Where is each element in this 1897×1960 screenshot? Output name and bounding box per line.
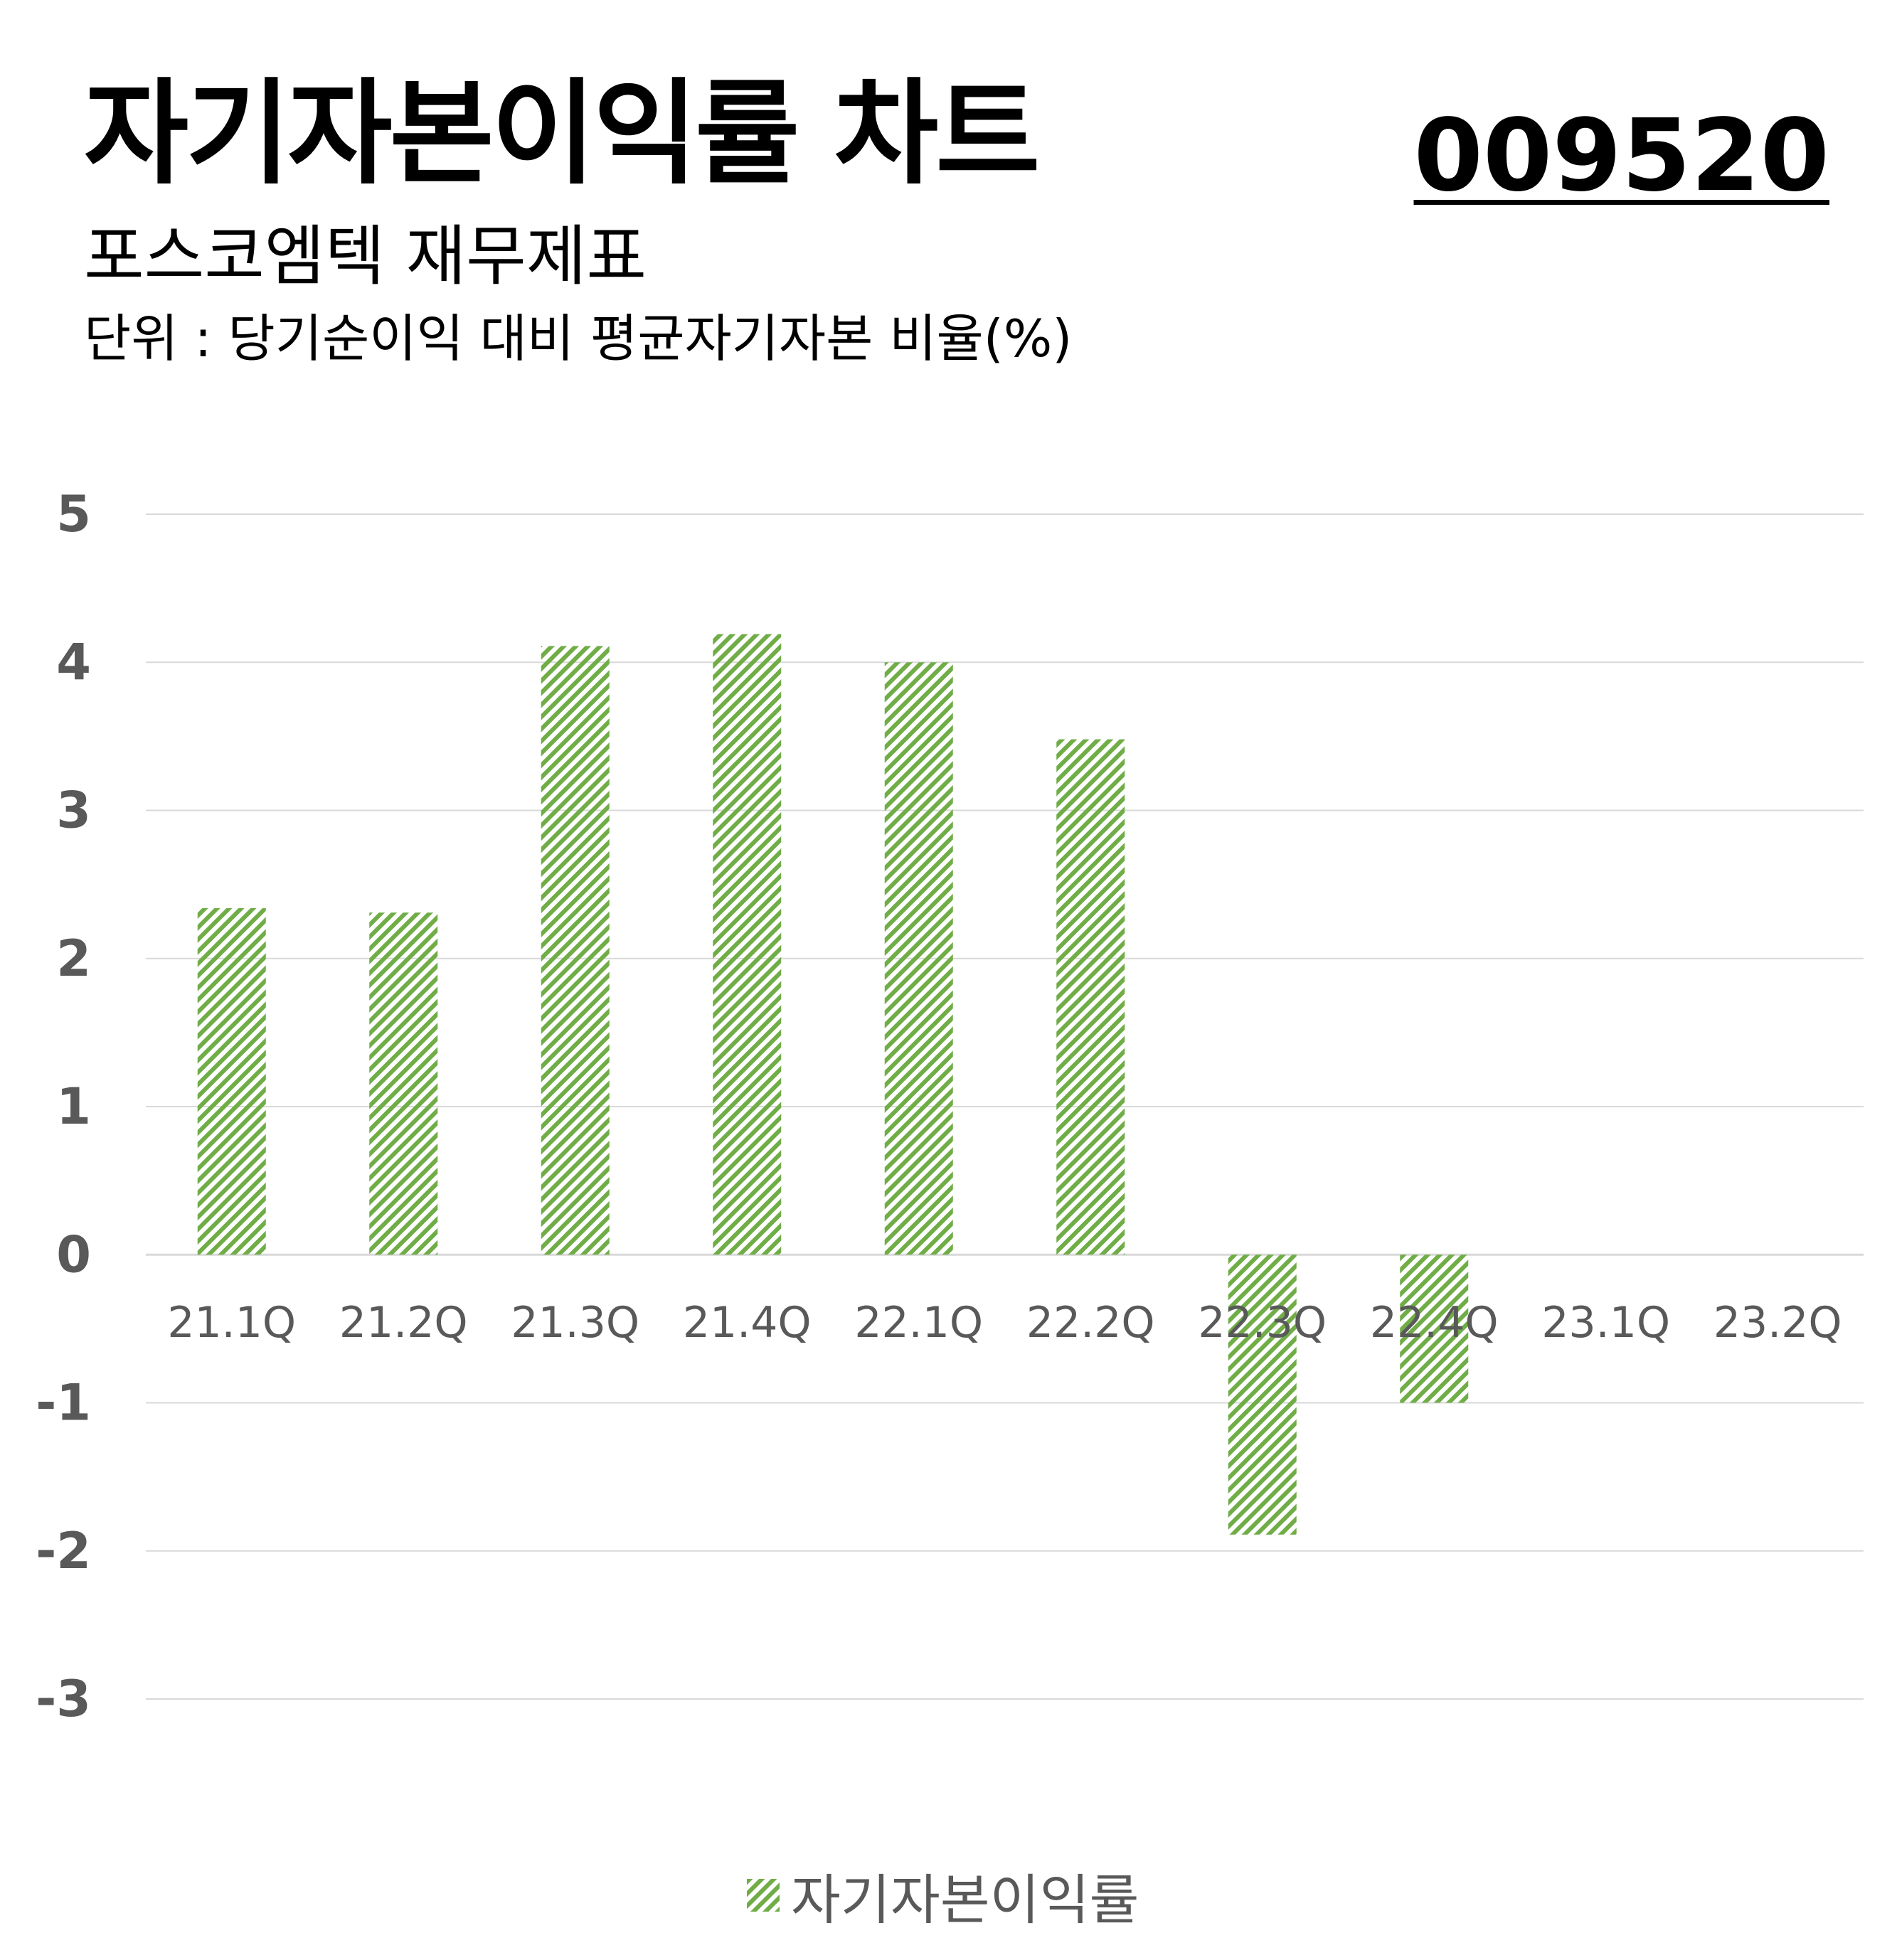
y-axis-ticks: 5 4 3 2 1 0 -1 -2 -3 [36, 485, 91, 1728]
gridlines [146, 513, 1864, 1700]
x-tick-label: 21.4Q [683, 1298, 812, 1348]
legend-swatch [747, 1879, 780, 1912]
bar [1056, 739, 1125, 1255]
y-tick-label: -2 [36, 1522, 91, 1580]
x-tick-label: 21.1Q [167, 1298, 296, 1348]
bars [197, 634, 1469, 1535]
x-tick-label: 21.2Q [339, 1298, 468, 1348]
x-axis-ticks: 21.1Q 21.2Q 21.3Q 21.4Q 22.1Q 22.2Q 22.3Q 22.4Q… [167, 1298, 1842, 1348]
y-tick-label: 5 [56, 485, 91, 543]
x-tick-label: 22.4Q [1370, 1298, 1499, 1348]
bar [1400, 1255, 1469, 1403]
bar [713, 634, 782, 1255]
chart-subtitle: 포스코엠텍 재무제표 [84, 218, 647, 294]
x-tick-label: 22.2Q [1026, 1298, 1155, 1348]
x-tick-label: 22.3Q [1198, 1298, 1327, 1348]
y-tick-label: 0 [56, 1225, 91, 1284]
y-tick-label: -3 [36, 1670, 91, 1728]
chart-title: 자기자본이익률 차트 [84, 67, 1041, 200]
legend-label: 자기자본이익률 [791, 1868, 1139, 1932]
x-tick-label: 23.1Q [1541, 1298, 1670, 1348]
y-tick-label: 3 [56, 782, 91, 840]
unit-label: 단위 : 당기순이익 대비 평균자기자본 비율(%) [84, 309, 1073, 368]
bar-chart: 5 4 3 2 1 0 -1 -2 -3 21.1Q 21.2Q 21.3Q 21.4Q 22.1Q 22… [36, 485, 1864, 1728]
y-tick-label: 2 [56, 930, 91, 988]
bar [884, 662, 953, 1255]
x-tick-label: 23.2Q [1713, 1298, 1842, 1348]
y-tick-label: 4 [56, 633, 91, 691]
y-tick-label: 1 [56, 1077, 91, 1136]
bar [1228, 1255, 1297, 1535]
bar [541, 646, 610, 1255]
x-tick-label: 21.3Q [511, 1298, 639, 1348]
legend: 자기자본이익률 [747, 1860, 1139, 1932]
stock-code[interactable]: 009520 [1413, 98, 1829, 214]
x-tick-label: 22.1Q [854, 1298, 983, 1348]
y-tick-label: -1 [36, 1374, 91, 1432]
bar [369, 912, 438, 1255]
bar [197, 907, 266, 1255]
